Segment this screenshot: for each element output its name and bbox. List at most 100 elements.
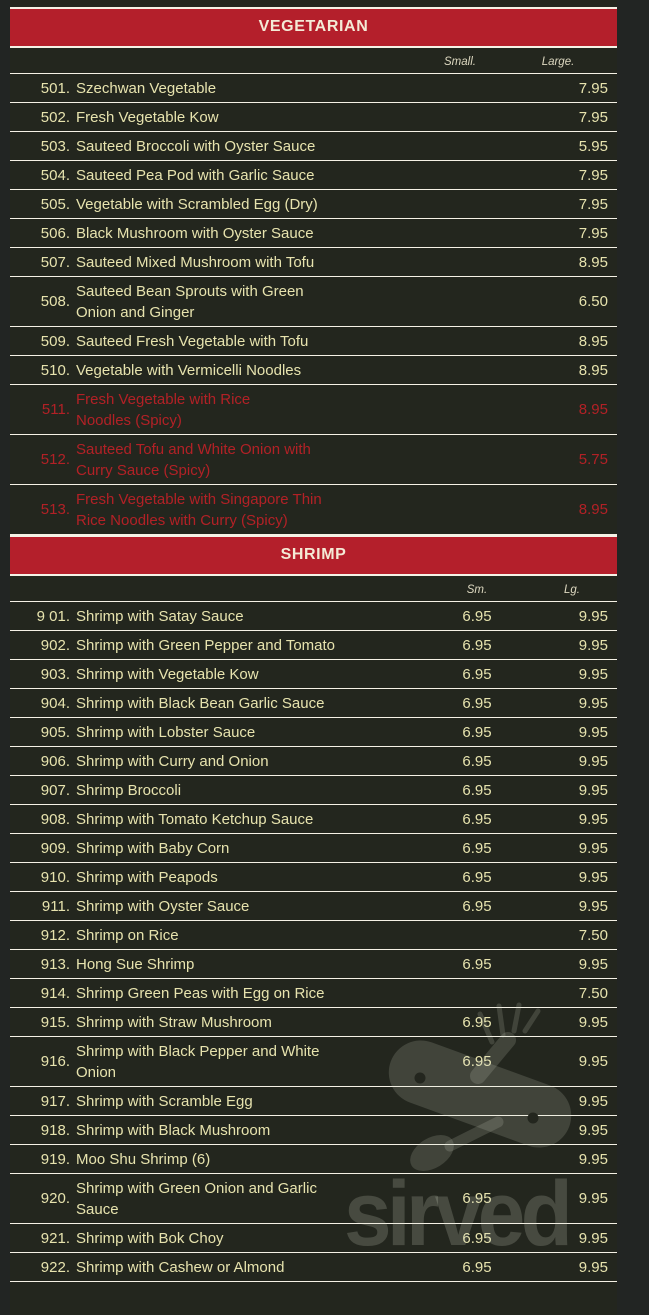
column-header-large: Lg. — [564, 584, 580, 596]
menu-item-row: 502. Fresh Vegetable Kow 7.95 — [10, 103, 617, 132]
menu-item-number: 903. — [40, 665, 70, 683]
menu-item-price-small: 6.95 — [462, 810, 492, 828]
menu-item-price-large: 9.95 — [578, 636, 608, 654]
menu-item-number: 510. — [40, 361, 70, 379]
menu-item-name: Shrimp with Black Bean Garlic Sauce — [76, 694, 325, 712]
menu-item-number: 918. — [40, 1121, 70, 1139]
menu-item-price-large: 7.95 — [578, 108, 608, 126]
menu-item-name: Shrimp with Straw Mushroom — [76, 1013, 272, 1031]
menu-card: VEGETARIAN Small. Large. 501. Szechwan V… — [10, 0, 617, 1315]
menu-item-number: 504. — [40, 166, 70, 184]
menu-item-price-small: 6.95 — [462, 723, 492, 741]
menu-item-number: 513. — [40, 501, 70, 518]
menu-item-name: Sauteed Broccoli with Oyster Sauce — [76, 137, 316, 155]
menu-item-row: 902. Shrimp with Green Pepper and Tomato… — [10, 631, 617, 660]
menu-item-row: 509. Sauteed Fresh Vegetable with Tofu 8… — [10, 327, 617, 356]
menu-item-price-small: 6.95 — [462, 1229, 492, 1247]
menu-item-price-large: 8.95 — [578, 401, 608, 418]
menu-item-row: 917. Shrimp with Scramble Egg 9.95 — [10, 1087, 617, 1116]
menu-item-number: 507. — [40, 253, 70, 271]
menu-item-number: 9 01. — [36, 607, 70, 625]
menu-item-number: 921. — [40, 1229, 70, 1247]
section-header: SHRIMP — [10, 535, 617, 576]
menu-item-number: 913. — [40, 955, 70, 973]
menu-item-name: Fresh Vegetable with Singapore Thin Rice… — [76, 490, 322, 529]
menu-item-price-large: 9.95 — [578, 665, 608, 683]
menu-item-number: 922. — [40, 1258, 70, 1276]
menu-item-name: Shrimp with Black Mushroom — [76, 1121, 271, 1139]
menu-item-row: 922. Shrimp with Cashew or Almond 6.95 9… — [10, 1253, 617, 1282]
menu-item-row: 504. Sauteed Pea Pod with Garlic Sauce 7… — [10, 161, 617, 190]
menu-item-row: 507. Sauteed Mixed Mushroom with Tofu 8.… — [10, 248, 617, 277]
menu-item-row: 921. Shrimp with Bok Choy 6.95 9.95 — [10, 1224, 617, 1253]
menu-item-number: 907. — [40, 781, 70, 799]
menu-item-price-large: 9.95 — [578, 694, 608, 712]
menu-item-price-large: 9.95 — [578, 1053, 608, 1070]
menu-item-row: 914. Shrimp Green Peas with Egg on Rice … — [10, 979, 617, 1008]
menu-item-price-small: 6.95 — [462, 868, 492, 886]
menu-item-number: 909. — [40, 839, 70, 857]
menu-item-name: Shrimp on Rice — [76, 926, 179, 944]
menu-item-price-large: 9.95 — [578, 607, 608, 625]
menu-item-number: 914. — [40, 984, 70, 1002]
menu-item-price-small: 6.95 — [462, 636, 492, 654]
menu-item-name: Sauteed Mixed Mushroom with Tofu — [76, 253, 315, 271]
menu-item-price-large: 8.95 — [578, 332, 608, 350]
menu-item-row: 912. Shrimp on Rice 7.50 — [10, 921, 617, 950]
menu-item-name: Shrimp with Curry and Onion — [76, 752, 269, 770]
menu-item-row: 903. Shrimp with Vegetable Kow 6.95 9.95 — [10, 660, 617, 689]
menu-item-price-small: 6.95 — [462, 781, 492, 799]
menu-item-number: 511. — [41, 401, 70, 418]
menu-item-row: 920. Shrimp with Green Onion and Garlic … — [10, 1174, 617, 1224]
column-headers: Small. Large. — [10, 48, 617, 74]
column-header-small: Sm. — [466, 584, 488, 596]
menu-item-name: Hong Sue Shrimp — [76, 955, 195, 973]
menu-item-price-small: 6.95 — [462, 1190, 492, 1207]
menu-item-name: Shrimp with Vegetable Kow — [76, 665, 259, 683]
menu-item-price-large: 9.95 — [578, 955, 608, 973]
menu-item-price-small: 6.95 — [462, 1013, 492, 1031]
menu-item-row: 9 01. Shrimp with Satay Sauce 6.95 9.95 — [10, 602, 617, 631]
menu-rows: 501. Szechwan Vegetable 7.95 502. Fresh … — [10, 74, 617, 535]
menu-item-price-large: 9.95 — [578, 868, 608, 886]
menu-item-price-small: 6.95 — [462, 839, 492, 857]
menu-item-name: Shrimp with Oyster Sauce — [76, 897, 250, 915]
menu-item-number: 509. — [40, 332, 70, 350]
menu-item-price-small: 6.95 — [462, 607, 492, 625]
menu-item-name: Shrimp with Green Onion and Garlic Sauce — [76, 1179, 317, 1218]
menu-item-name: Shrimp with Bok Choy — [76, 1229, 224, 1247]
menu-item-name: Szechwan Vegetable — [76, 79, 217, 97]
menu-item-row: 915. Shrimp with Straw Mushroom 6.95 9.9… — [10, 1008, 617, 1037]
menu-item-row: 513. Fresh Vegetable with Singapore Thin… — [10, 485, 617, 535]
menu-item-price-large: 7.95 — [578, 79, 608, 97]
menu-item-name: Shrimp with Black Pepper and White Onion — [76, 1042, 320, 1081]
menu-item-row: 910. Shrimp with Peapods 6.95 9.95 — [10, 863, 617, 892]
menu-item-price-small: 6.95 — [462, 665, 492, 683]
menu-item-price-large: 8.95 — [578, 501, 608, 518]
menu-item-price-small: 6.95 — [462, 1258, 492, 1276]
menu-item-row: 512. Sauteed Tofu and White Onion with C… — [10, 435, 617, 485]
menu-item-price-large: 9.95 — [578, 1258, 608, 1276]
section-header: VEGETARIAN — [10, 7, 617, 48]
menu-item-price-large: 7.50 — [578, 926, 608, 944]
menu-item-price-large: 5.95 — [578, 137, 608, 155]
menu-item-row: 913. Hong Sue Shrimp 6.95 9.95 — [10, 950, 617, 979]
menu-item-row: 508. Sauteed Bean Sprouts with Green Oni… — [10, 277, 617, 327]
menu-item-price-small: 6.95 — [462, 752, 492, 770]
menu-item-number: 915. — [40, 1013, 70, 1031]
menu-item-number: 908. — [40, 810, 70, 828]
menu-item-number: 911. — [41, 897, 70, 915]
menu-item-number: 902. — [40, 636, 70, 654]
menu-item-number: 920. — [40, 1190, 70, 1207]
menu-item-name: Shrimp with Satay Sauce — [76, 607, 244, 625]
column-header-small: Small. — [444, 56, 476, 68]
menu-item-row: 511. Fresh Vegetable with Rice Noodles (… — [10, 385, 617, 435]
menu-item-row: 505. Vegetable with Scrambled Egg (Dry) … — [10, 190, 617, 219]
menu-item-price-large: 9.95 — [578, 1121, 608, 1139]
menu-item-number: 910. — [40, 868, 70, 886]
menu-section-shrimp: SHRIMP Sm. Lg. 9 01. Shrimp with Satay S… — [10, 535, 617, 1282]
menu-item-name: Sauteed Tofu and White Onion with Curry … — [76, 440, 311, 479]
menu-item-name: Shrimp Green Peas with Egg on Rice — [76, 984, 325, 1002]
menu-item-name: Fresh Vegetable with Rice Noodles (Spicy… — [76, 390, 251, 429]
menu-item-name: Shrimp Broccoli — [76, 781, 182, 799]
